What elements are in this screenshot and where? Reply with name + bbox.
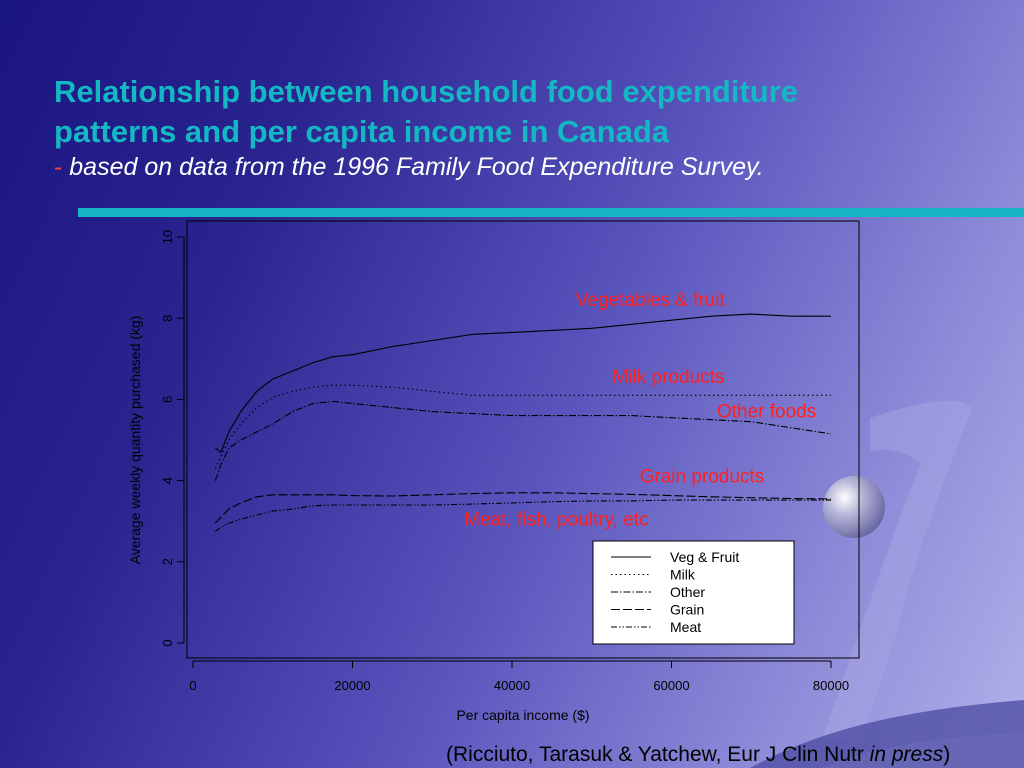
x-tick-label: 40000 bbox=[494, 678, 530, 693]
citation: (Ricciuto, Tarasuk & Yatchew, Eur J Clin… bbox=[446, 743, 950, 767]
x-tick-label: 80000 bbox=[813, 678, 849, 693]
decorative-swoosh-light bbox=[820, 733, 1024, 768]
decorative-sphere bbox=[823, 476, 885, 538]
citation-italic: in press bbox=[869, 743, 944, 766]
slide-title: Relationship between household food expe… bbox=[54, 72, 798, 152]
subtitle-dash: - bbox=[54, 153, 63, 181]
x-axis-title: Per capita income ($) bbox=[456, 707, 589, 723]
series-line-1 bbox=[214, 384, 831, 469]
series-annotation: Milk products bbox=[612, 367, 724, 388]
slide-subtitle: - based on data from the 1996 Family Foo… bbox=[54, 153, 764, 182]
legend-label: Grain bbox=[670, 602, 704, 618]
legend-label: Other bbox=[670, 584, 705, 600]
y-tick-label: 6 bbox=[160, 396, 175, 403]
x-tick-label: 20000 bbox=[334, 678, 370, 693]
series-line-4 bbox=[214, 499, 831, 532]
annotations: Vegetables & fruit Milk products Other foo… bbox=[464, 290, 816, 530]
slide-title-line2: patterns and per capita income in Canada bbox=[54, 114, 669, 149]
legend-label: Milk bbox=[670, 567, 696, 583]
series-annotation: Vegetables & fruit bbox=[576, 290, 726, 311]
series-lines bbox=[214, 313, 832, 532]
y-tick-label: 8 bbox=[160, 315, 175, 322]
y-ticks: 0 2 4 6 8 10 bbox=[160, 230, 184, 647]
series-line-2 bbox=[214, 400, 832, 481]
y-tick-label: 0 bbox=[160, 639, 175, 646]
subtitle-text: based on data from the 1996 Family Food … bbox=[69, 153, 764, 181]
y-axis-title: Average weekly quantity purchased (kg) bbox=[127, 316, 143, 565]
slide-title-line1: Relationship between household food expe… bbox=[54, 74, 799, 109]
y-tick-label: 2 bbox=[160, 558, 175, 565]
legend-label: Meat bbox=[670, 619, 701, 635]
accent-bar bbox=[78, 208, 1024, 217]
citation-prefix: (Ricciuto, Tarasuk & Yatchew, Eur J Clin… bbox=[446, 743, 870, 766]
series-line-0 bbox=[214, 313, 831, 454]
chart: 0 20000 40000 60000 80000 0 2 4 6 8 10 Per capita… bbox=[127, 220, 860, 723]
plot-frame bbox=[186, 220, 860, 659]
x-ticks: 0 20000 40000 60000 80000 bbox=[189, 661, 849, 693]
x-tick-label: 60000 bbox=[653, 678, 689, 693]
series-annotation: Meat, fish, poultry, etc bbox=[464, 509, 648, 530]
series-line-3 bbox=[214, 492, 832, 524]
series-annotation: Grain products bbox=[640, 467, 765, 488]
legend-label: Veg & Fruit bbox=[670, 549, 739, 565]
series-annotation: Other foods bbox=[717, 402, 816, 423]
citation-suffix: ) bbox=[943, 743, 951, 766]
y-tick-label: 10 bbox=[160, 230, 175, 244]
x-tick-label: 0 bbox=[189, 678, 196, 693]
y-tick-label: 4 bbox=[160, 477, 175, 484]
